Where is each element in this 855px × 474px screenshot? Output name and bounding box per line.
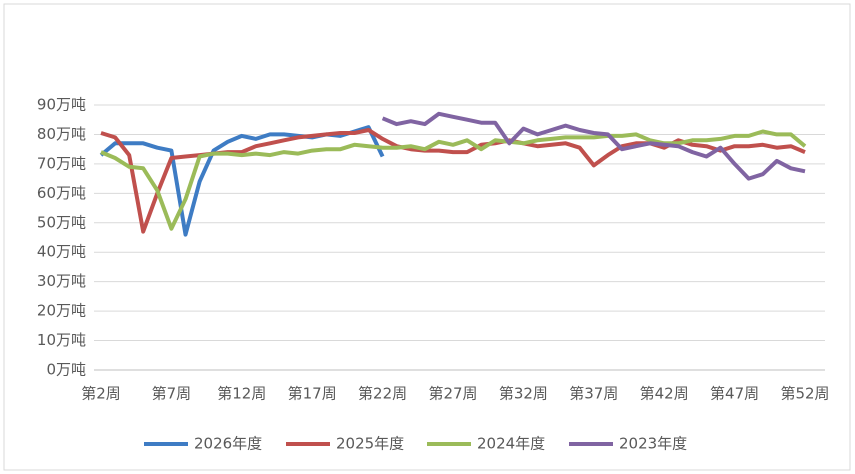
legend-label: 2023年度 — [619, 435, 687, 453]
y-tick-label: 40万吨 — [37, 243, 86, 261]
legend-label: 2025年度 — [336, 435, 404, 453]
y-tick-label: 30万吨 — [37, 272, 86, 290]
y-tick-label: 60万吨 — [37, 184, 86, 202]
x-tick-label: 第17周 — [288, 385, 337, 403]
x-tick-label: 第52周 — [780, 385, 829, 403]
x-tick-label: 第22周 — [358, 385, 407, 403]
y-tick-label: 90万吨 — [37, 96, 86, 114]
legend-label: 2024年度 — [477, 435, 545, 453]
y-tick-label: 80万吨 — [37, 125, 86, 143]
y-tick-label: 10万吨 — [37, 331, 86, 349]
y-tick-label: 20万吨 — [37, 302, 86, 320]
x-tick-label: 第7周 — [152, 385, 192, 403]
y-tick-label: 70万吨 — [37, 154, 86, 172]
series-line — [381, 111, 806, 181]
x-tick-label: 第32周 — [499, 385, 548, 403]
chart-border — [3, 3, 851, 471]
x-tick-label: 第42周 — [640, 385, 689, 403]
x-tick-label: 第12周 — [217, 385, 266, 403]
y-tick-label: 0万吨 — [46, 361, 86, 379]
y-tick-label: 50万吨 — [37, 213, 86, 231]
series-line — [100, 129, 807, 231]
x-tick-label: 第37周 — [569, 385, 618, 403]
x-tick-label: 第2周 — [81, 385, 121, 403]
x-tick-label: 第27周 — [428, 385, 477, 403]
legend-label: 2026年度 — [194, 435, 262, 453]
x-tick-label: 第47周 — [710, 385, 759, 403]
